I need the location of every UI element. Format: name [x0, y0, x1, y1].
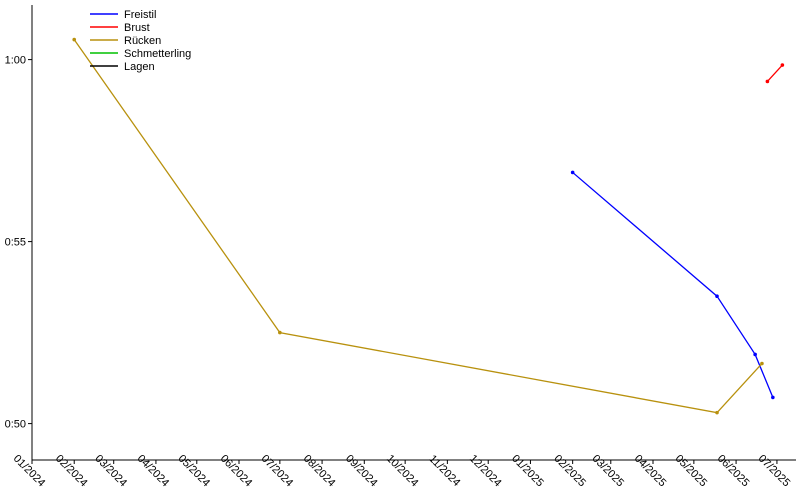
x-tick-label: 09/2024	[343, 453, 380, 490]
series-marker-rücken	[278, 331, 282, 335]
legend-label: Lagen	[124, 61, 155, 73]
series-line-freistil	[573, 172, 773, 397]
x-tick-label: 03/2025	[590, 453, 627, 490]
x-tick-label: 10/2024	[384, 453, 421, 490]
x-tick-label: 11/2024	[426, 453, 462, 489]
series-marker-rücken	[715, 411, 719, 415]
x-tick-label: 01/2024	[11, 453, 48, 490]
x-tick-label: 08/2024	[301, 453, 338, 490]
x-tick-label: 07/2025	[756, 453, 793, 490]
swim-times-chart: 0:50 0:55 1:00 01/202402/202403/202404/2024…	[0, 0, 800, 500]
x-tick-label: 01/2025	[509, 453, 546, 490]
x-tick-label: 12/2024	[467, 453, 504, 490]
y-tick-label: 1:00	[5, 55, 26, 67]
series-marker-freistil	[753, 353, 757, 357]
x-tick-label: 04/2025	[632, 453, 669, 490]
legend-label: Freistil	[124, 9, 156, 21]
series-marker-rücken	[72, 38, 76, 42]
x-tick-label: 05/2024	[176, 453, 213, 490]
x-tick-label: 05/2025	[673, 453, 710, 490]
series-marker-rücken	[760, 362, 764, 366]
x-tick-label: 02/2024	[53, 453, 90, 490]
y-tick-label: 0:55	[5, 237, 26, 249]
series-marker-freistil	[771, 396, 775, 400]
legend-label: Schmetterling	[124, 48, 191, 60]
series-marker-brust	[781, 63, 785, 67]
legend-label: Brust	[124, 22, 150, 34]
x-tick-label: 03/2024	[92, 453, 129, 490]
x-tick-label: 04/2024	[135, 453, 172, 490]
x-tick-label: 06/2024	[218, 453, 255, 490]
legend-label: Rücken	[124, 35, 161, 47]
y-tick-label: 0:50	[5, 419, 26, 431]
series-line-brust	[767, 65, 782, 81]
x-tick-label: 07/2024	[259, 453, 296, 490]
series-line-rücken	[74, 40, 762, 413]
series-marker-brust	[766, 80, 770, 84]
x-tick-label: 02/2025	[551, 453, 588, 490]
x-tick-label: 06/2025	[715, 453, 752, 490]
series-marker-freistil	[571, 171, 575, 175]
series-marker-freistil	[715, 294, 719, 298]
